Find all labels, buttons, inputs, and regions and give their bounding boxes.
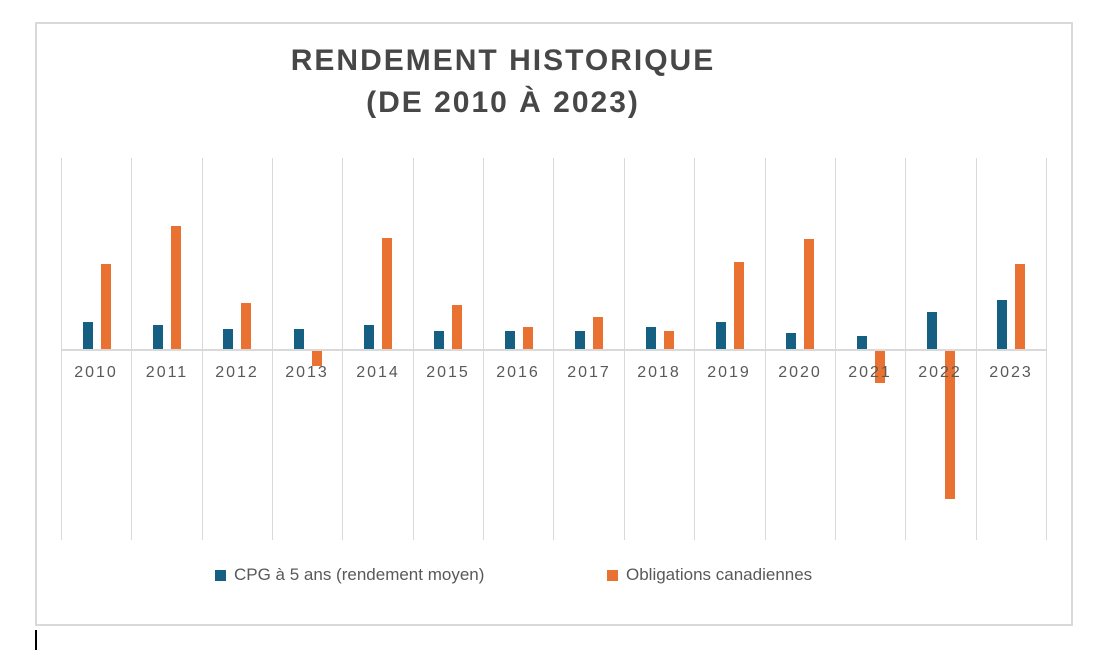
legend-swatch-cpg-icon bbox=[215, 569, 226, 581]
x-axis-label-2016: 2016 bbox=[496, 364, 540, 381]
x-axis-label-2017: 2017 bbox=[567, 364, 611, 381]
bar-obligations-2021[interactable] bbox=[875, 351, 885, 383]
bar-cpg-2017[interactable] bbox=[575, 331, 585, 349]
x-axis-label-2013: 2013 bbox=[285, 364, 329, 381]
x-axis-label-2015: 2015 bbox=[426, 364, 470, 381]
bar-cpg-2023[interactable] bbox=[997, 300, 1007, 349]
bar-cpg-2014[interactable] bbox=[364, 325, 374, 349]
legend-label-obligations: Obligations canadiennes bbox=[626, 565, 813, 584]
x-axis-label-2021: 2021 bbox=[848, 364, 892, 381]
bar-obligations-2020[interactable] bbox=[804, 239, 814, 349]
category-gridline bbox=[1046, 158, 1047, 540]
legend-swatch-obligations-icon bbox=[607, 569, 618, 581]
chart-title-line2: (DE 2010 À 2023) bbox=[366, 86, 640, 119]
x-axis-label-2014: 2014 bbox=[356, 364, 400, 381]
bar-obligations-2017[interactable] bbox=[593, 317, 603, 349]
bar-obligations-2023[interactable] bbox=[1015, 264, 1025, 349]
x-axis-label-2010: 2010 bbox=[74, 364, 118, 381]
bar-cpg-2010[interactable] bbox=[83, 322, 93, 349]
chart[interactable]: RENDEMENT HISTORIQUE (DE 2010 À 2023) 20… bbox=[35, 22, 1073, 626]
plot-area: 2010 2011 2012 2013 2014 2015 2016 2017 2018 2019… bbox=[35, 22, 1073, 626]
legend-item-cpg[interactable]: CPG à 5 ans (rendement moyen) bbox=[215, 565, 485, 584]
bar-obligations-2018[interactable] bbox=[664, 331, 674, 349]
bar-cpg-2016[interactable] bbox=[505, 331, 515, 349]
x-axis-label-2012: 2012 bbox=[215, 364, 259, 381]
text-cursor bbox=[35, 630, 37, 650]
chart-title: RENDEMENT HISTORIQUE (DE 2010 À 2023) bbox=[35, 40, 971, 124]
x-axis-label-2020: 2020 bbox=[778, 364, 822, 381]
chart-title-line1: RENDEMENT HISTORIQUE bbox=[290, 44, 716, 77]
legend-label-cpg: CPG à 5 ans (rendement moyen) bbox=[234, 565, 485, 584]
bar-cpg-2012[interactable] bbox=[223, 329, 233, 349]
bar-obligations-2013[interactable] bbox=[312, 351, 322, 366]
bar-obligations-2012[interactable] bbox=[241, 303, 251, 349]
bar-cpg-2015[interactable] bbox=[434, 331, 444, 349]
chart-legend: CPG à 5 ans (rendement moyen) Obligation… bbox=[35, 565, 1073, 590]
x-axis-label-2022: 2022 bbox=[918, 364, 962, 381]
bar-obligations-2011[interactable] bbox=[171, 226, 181, 349]
bar-cpg-2013[interactable] bbox=[294, 329, 304, 349]
bar-obligations-2022[interactable] bbox=[945, 351, 955, 499]
bar-obligations-2016[interactable] bbox=[523, 327, 533, 349]
x-axis-label-2019: 2019 bbox=[707, 364, 751, 381]
bar-cpg-2021[interactable] bbox=[857, 336, 867, 349]
legend-item-obligations[interactable]: Obligations canadiennes bbox=[607, 565, 813, 584]
bar-cpg-2020[interactable] bbox=[786, 333, 796, 349]
bar-cpg-2019[interactable] bbox=[716, 322, 726, 349]
bar-cpg-2018[interactable] bbox=[646, 327, 656, 349]
bar-obligations-2019[interactable] bbox=[734, 262, 744, 349]
bar-cpg-2022[interactable] bbox=[927, 312, 937, 349]
x-axis-label-2018: 2018 bbox=[637, 364, 681, 381]
bar-cpg-2011[interactable] bbox=[153, 325, 163, 349]
bar-obligations-2014[interactable] bbox=[382, 238, 392, 349]
bar-obligations-2010[interactable] bbox=[101, 264, 111, 349]
x-axis-label-2011: 2011 bbox=[145, 364, 189, 381]
x-axis-zero-line bbox=[61, 349, 1046, 351]
bar-obligations-2015[interactable] bbox=[452, 305, 462, 349]
x-axis-label-2023: 2023 bbox=[989, 364, 1033, 381]
